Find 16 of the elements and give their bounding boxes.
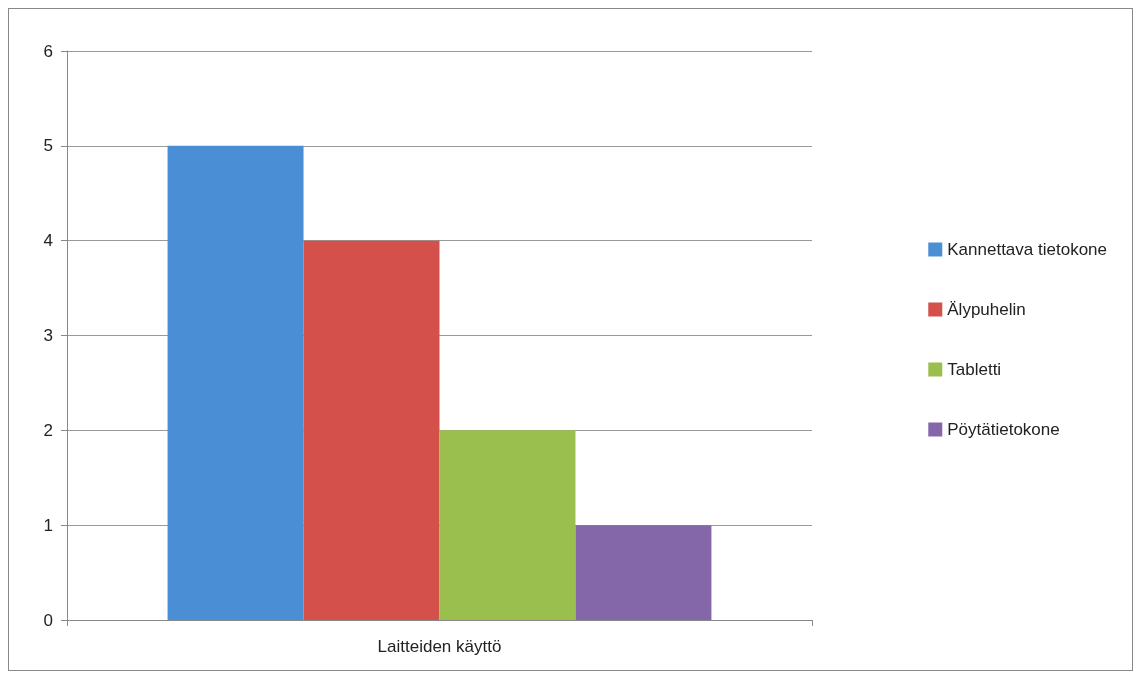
x-tick-label: Laitteiden käyttö bbox=[377, 637, 502, 656]
y-tick-label: 0 bbox=[43, 610, 53, 630]
legend-label: Kannettava tietokone bbox=[947, 240, 1107, 259]
legend-label: Älypuhelin bbox=[947, 300, 1026, 319]
bar bbox=[167, 145, 304, 620]
y-tick-label: 2 bbox=[43, 420, 53, 440]
y-tick-label: 5 bbox=[43, 136, 53, 156]
y-tick-label: 6 bbox=[43, 41, 53, 61]
bar bbox=[575, 525, 712, 620]
bar bbox=[439, 430, 576, 620]
y-tick-label: 3 bbox=[43, 326, 53, 345]
legend-label: Pöytätietokone bbox=[947, 420, 1060, 439]
bar bbox=[303, 240, 440, 620]
legend-label: Tabletti bbox=[947, 360, 1002, 379]
y-tick-label: 1 bbox=[43, 515, 53, 535]
y-tick-label: 4 bbox=[43, 231, 53, 251]
